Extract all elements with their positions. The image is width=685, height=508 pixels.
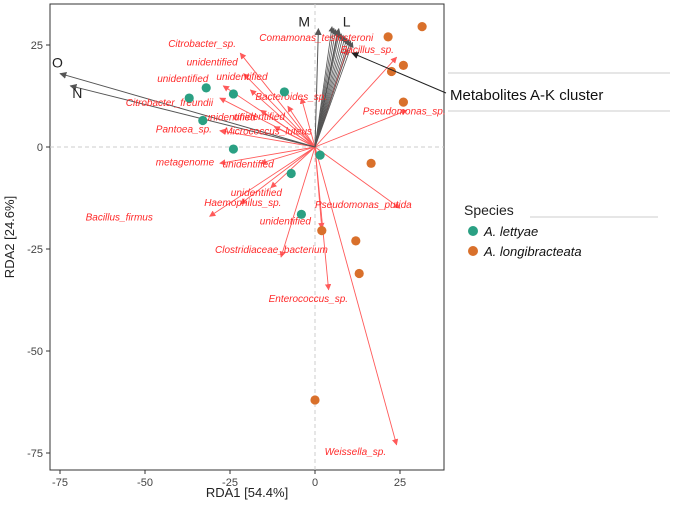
metabolite-label: O xyxy=(52,55,63,71)
point-alettyae xyxy=(184,93,194,103)
taxon-label: Pantoea_sp. xyxy=(156,125,212,136)
legend-swatch xyxy=(468,246,478,256)
metabolite-arrow xyxy=(69,83,316,148)
point-alongibracteata xyxy=(383,32,393,42)
point-alettyae xyxy=(201,83,211,93)
taxon-label: Comamonas_testosteroni xyxy=(259,33,374,44)
metabolite-arrow xyxy=(59,71,316,148)
point-alongibracteata xyxy=(366,158,376,168)
point-alongibracteata xyxy=(351,236,361,246)
taxon-label: unidentified xyxy=(157,74,209,85)
y-tick-label: -75 xyxy=(27,448,43,460)
y-tick-label: -50 xyxy=(27,346,43,358)
y-tick-label: -25 xyxy=(27,244,43,256)
taxon-arrow xyxy=(273,126,316,148)
y-tick-label: 25 xyxy=(31,40,43,52)
point-alettyae xyxy=(286,168,296,179)
taxon-label: Weissella_sp. xyxy=(325,447,387,458)
taxon-arrow xyxy=(219,128,316,148)
legend-swatch xyxy=(468,226,478,236)
metabolite-arrow xyxy=(314,27,322,148)
taxon-label: Citrobacter_sp. xyxy=(168,39,236,50)
point-alongibracteata xyxy=(317,226,327,236)
taxon-arrow xyxy=(314,146,332,291)
taxon-arrow xyxy=(314,146,399,446)
metabolite-label: L xyxy=(343,14,351,30)
taxon-arrow xyxy=(239,52,316,148)
taxon-arrow xyxy=(270,146,316,189)
x-tick-label: 25 xyxy=(394,477,406,489)
taxon-label: Bacillus_firmus xyxy=(86,212,153,223)
point-alettyae xyxy=(228,89,238,99)
taxon-arrow xyxy=(314,146,401,209)
taxa-vectors xyxy=(209,48,408,446)
plot-panel xyxy=(49,3,445,471)
taxon-arrow xyxy=(219,146,316,166)
taxon-label: unidentified xyxy=(260,217,312,228)
taxon-label: Bacillus_sp. xyxy=(341,45,394,56)
taxon-arrow xyxy=(314,56,398,148)
taxon-arrow xyxy=(239,146,316,205)
point-alongibracteata xyxy=(310,395,320,405)
legend: Species A. lettyae A. longibracteata xyxy=(464,202,582,259)
taxon-arrow xyxy=(287,105,316,148)
taxon-label: unidentified xyxy=(234,112,286,123)
x-tick-label: -75 xyxy=(52,477,68,489)
taxon-label: Enterococcus_sp. xyxy=(269,294,349,305)
point-alongibracteata xyxy=(398,60,408,70)
taxa-labels: Comamonas_testosteroni Citrobacter_sp. Bac… xyxy=(86,33,446,458)
taxon-label: metagenome xyxy=(156,157,215,168)
point-alettyae xyxy=(315,150,325,160)
taxon-arrow xyxy=(260,109,316,148)
taxon-label: Pseudomonas_putida xyxy=(315,200,412,211)
y-axis-title: RDA2 [24.6%] xyxy=(2,196,17,278)
x-axis-title: RDA1 [54.4%] xyxy=(206,485,288,500)
metabolite-label: N xyxy=(72,85,82,101)
taxon-label: unidentified xyxy=(187,58,239,69)
taxon-arrow xyxy=(279,146,316,258)
taxon-label: Clostridiaceae_bacterium xyxy=(215,245,328,256)
point-alettyae xyxy=(228,144,238,154)
taxon-label: Micrococcus_luteus xyxy=(224,127,312,138)
legend-title: Species xyxy=(464,202,514,218)
taxon-label: Haemophilus_sp. xyxy=(204,198,281,209)
taxon-label: unidentified xyxy=(205,112,257,123)
annotation-label: Metabolites A-K cluster xyxy=(450,87,603,104)
x-tick-label: -50 xyxy=(137,477,153,489)
taxon-label: unidentified xyxy=(231,188,283,199)
taxon-arrow xyxy=(259,146,316,165)
taxon-arrow xyxy=(243,73,316,148)
y-tick-label: 0 xyxy=(37,142,43,154)
sample-points xyxy=(184,22,427,405)
metabolite-vectors: M L ON xyxy=(52,14,351,148)
legend-label: A. longibracteata xyxy=(483,244,582,259)
x-tick-label: -25 xyxy=(222,477,238,489)
metabolite-arrow xyxy=(314,27,341,148)
metabolite-cluster-arrow xyxy=(314,41,354,148)
metabolite-label: M xyxy=(298,14,310,30)
point-alongibracteata xyxy=(398,97,408,107)
taxon-arrow xyxy=(314,109,408,148)
taxon-arrow xyxy=(249,89,316,148)
taxon-label: Pseudomonas_sp. xyxy=(363,106,446,117)
legend-label: A. lettyae xyxy=(483,224,538,239)
taxon-label: Citrobacter_freundii xyxy=(126,98,214,109)
taxon-label: unidentified xyxy=(223,159,275,170)
taxon-arrow xyxy=(299,97,316,148)
point-alettyae xyxy=(198,115,208,126)
taxon-label: unidentified xyxy=(216,72,268,83)
taxon-label: Bacteroides_sp. xyxy=(255,92,327,103)
point-alettyae xyxy=(296,209,306,219)
point-alongibracteata xyxy=(417,22,427,32)
taxon-arrow xyxy=(209,146,316,217)
x-tick-label: 0 xyxy=(312,477,318,489)
point-alettyae xyxy=(279,87,289,97)
annotation-arrow xyxy=(351,52,447,94)
point-alongibracteata xyxy=(354,268,364,279)
